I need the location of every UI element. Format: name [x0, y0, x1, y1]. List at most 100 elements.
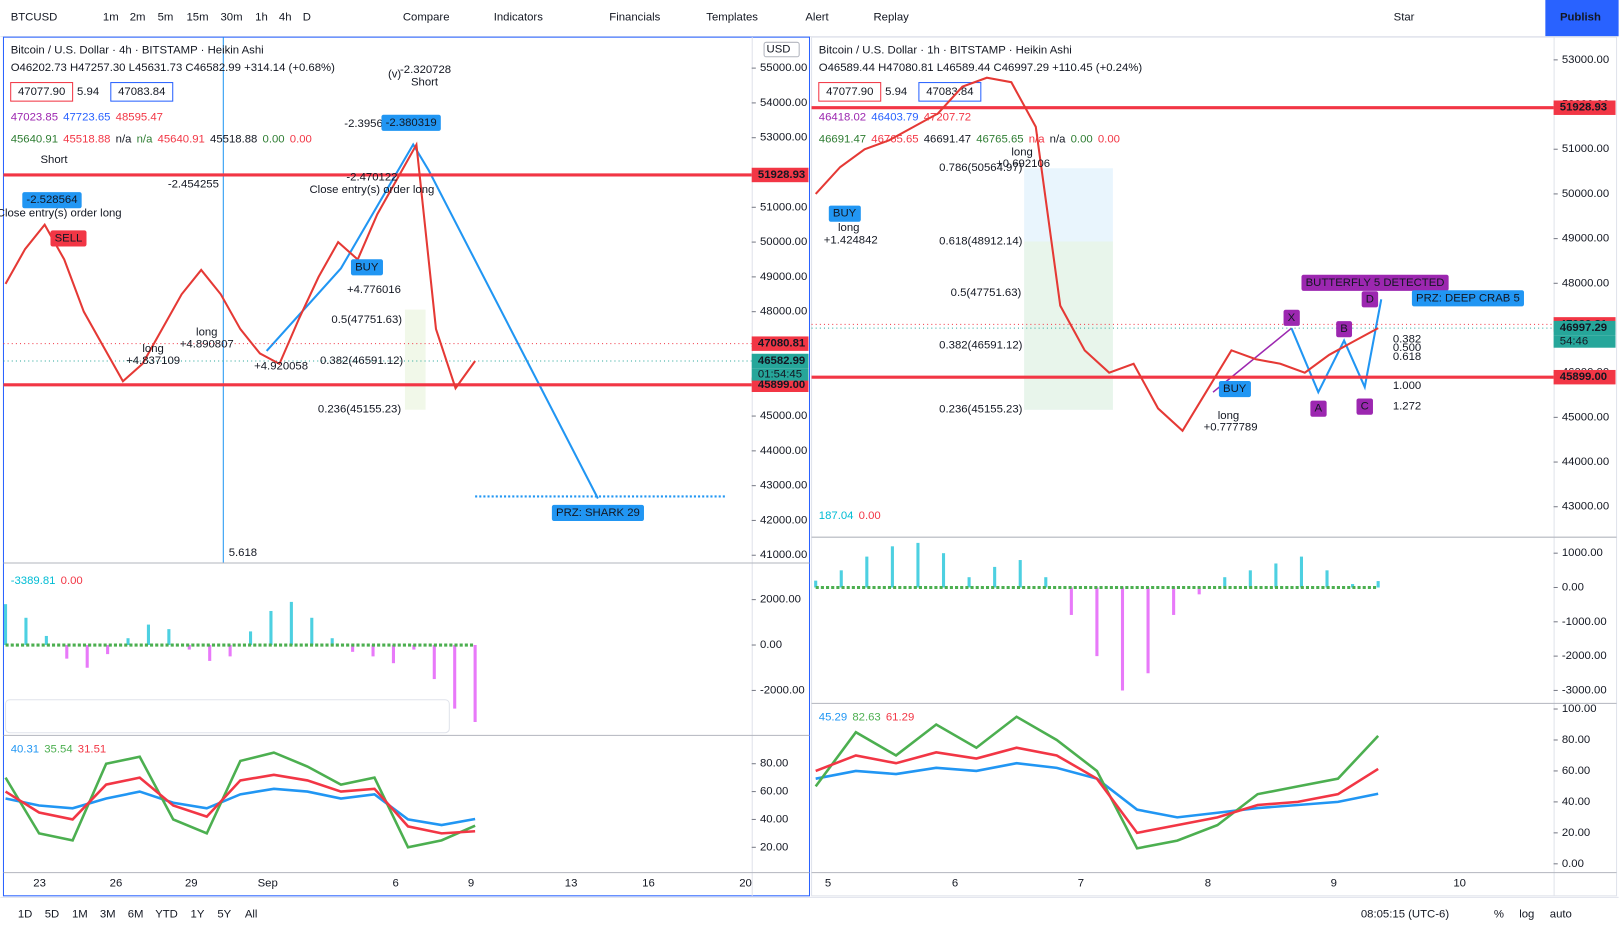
symbol[interactable]: BTCUSD [11, 12, 58, 24]
toolbar-button[interactable]: Compare [403, 12, 450, 24]
pane-title: Bitcoin / U.S. Dollar · 1h · BITSTAMP · … [819, 45, 1072, 57]
price-level-label: 45899.00 [758, 379, 805, 391]
macd-tick-label: 0.00 [1562, 581, 1584, 593]
annotation: -2.470122 [346, 172, 397, 184]
interval-button[interactable]: D [303, 12, 311, 24]
range-button[interactable]: 6M [128, 908, 144, 920]
countdown: 54:46 [1560, 336, 1588, 348]
annotation: PRZ: SHARK 29 [556, 507, 640, 519]
annotation: +4.776016 [347, 284, 401, 296]
annotation: -2.380319 [386, 117, 437, 129]
price-tick-label: 42000.00 [760, 514, 807, 526]
price-level-tag [1553, 320, 1616, 336]
legend-value: n/a [116, 133, 132, 145]
annotation: +4.837109 [126, 355, 180, 367]
percent-toggle[interactable]: % [1494, 908, 1504, 920]
annotation: 0.786(50564.97) [939, 162, 1022, 174]
macd-tick-label: 0.00 [760, 639, 782, 651]
toolbar-button[interactable]: Indicators [494, 12, 544, 24]
price-level-label: 51928.93 [758, 169, 805, 181]
price-tick-label: 50000.00 [760, 236, 807, 248]
range-button[interactable]: All [245, 908, 258, 920]
interval-button[interactable]: 1h [255, 12, 268, 24]
toolbar-button[interactable]: Replay [873, 12, 909, 24]
pane-title: Bitcoin / U.S. Dollar · 4h · BITSTAMP · … [11, 45, 264, 57]
annotation-box [1361, 291, 1379, 308]
time-label: 9 [468, 877, 474, 889]
star-button[interactable]: Star [1394, 12, 1415, 24]
range-button[interactable]: 3M [100, 908, 116, 920]
clock: 08:05:15 (UTC-6) [1361, 908, 1449, 920]
legend-value: 46765.65 [976, 133, 1023, 145]
range-button[interactable]: 1D [18, 908, 33, 920]
annotation-box [1301, 274, 1449, 291]
time-label: 5 [825, 877, 831, 889]
price-tick-label: 45000.00 [760, 410, 807, 422]
annotation: A [1315, 403, 1323, 415]
ohlc-values: O46202.73 H47257.30 L45631.73 C46582.99 … [11, 62, 335, 74]
annotation: long [1218, 410, 1239, 422]
price-tick-label: 49000.00 [760, 271, 807, 283]
annotation: 0.618 [1393, 351, 1421, 363]
annotation: C [1361, 401, 1369, 413]
interval-button[interactable]: 4h [279, 12, 292, 24]
toolbar-button[interactable]: Templates [706, 12, 758, 24]
range-button[interactable]: 5D [45, 908, 60, 920]
macd-tick-label: -3000.00 [1562, 684, 1607, 696]
legend: 46691.47 46765.65 46691.47 46765.65 n/a n/a 0.… [819, 133, 1120, 145]
legend: 187.04 0.00 [819, 510, 881, 522]
price-level-tag [751, 167, 809, 183]
annotation-box [350, 259, 383, 276]
auto-toggle[interactable]: auto [1550, 908, 1572, 920]
price-level-label: 46997.29 [1560, 322, 1607, 334]
log-toggle[interactable]: log [1519, 908, 1534, 920]
quote-box [818, 82, 882, 102]
interval-button[interactable]: 2m [130, 12, 146, 24]
annotation: X [1288, 312, 1296, 324]
legend-value: 61.29 [886, 711, 914, 723]
quote: 47083.84 [926, 86, 973, 98]
annotation: D [1366, 293, 1374, 305]
range-button[interactable]: 1Y [191, 908, 205, 920]
left-pane-frame [2, 36, 811, 897]
price-tick-label: 48000.00 [760, 306, 807, 318]
legend: 45640.91 45518.88 n/a n/a 45640.91 45518.88 0.… [11, 133, 312, 145]
annotation: long [838, 222, 859, 234]
interval-button[interactable]: 5m [158, 12, 174, 24]
price-line [814, 76, 1379, 433]
annotation: 0.236(45155.23) [939, 404, 1022, 416]
annotation: (v) [388, 68, 401, 80]
range-button[interactable]: 5Y [217, 908, 231, 920]
range-button[interactable]: YTD [155, 908, 178, 920]
price-level-label: 46582.99 [758, 355, 805, 367]
annotation: +1.424842 [824, 234, 878, 246]
publish-button[interactable] [1545, 0, 1619, 37]
annotation: B [1340, 323, 1348, 335]
legend: -3389.81 0.00 [11, 575, 83, 587]
annotation: 1.272 [1393, 401, 1421, 413]
annotation: BUTTERFLY 5 DETECTED [1306, 277, 1445, 289]
annotation: long [1011, 147, 1032, 159]
legend-value: 46691.47 [924, 133, 971, 145]
interval-button[interactable]: 30m [221, 12, 243, 24]
toolbar-button[interactable]: Financials [609, 12, 660, 24]
toolbar-button[interactable]: Alert [805, 12, 829, 24]
range-button[interactable]: 1M [72, 908, 88, 920]
price-level-tag [751, 377, 809, 393]
price-tick-label: 43000.00 [760, 480, 807, 492]
annotation: +0.777789 [1204, 421, 1258, 433]
spread: 5.94 [885, 86, 907, 98]
publish-label[interactable]: Publish [1560, 12, 1601, 24]
interval-button[interactable]: 1m [103, 12, 119, 24]
price-tick-label: 44000.00 [760, 445, 807, 457]
currency[interactable]: USD [767, 44, 791, 56]
interval-button[interactable]: 15m [186, 12, 208, 24]
time-label: 29 [185, 877, 198, 889]
price-tick-label: 54000.00 [760, 97, 807, 109]
legend-value: 40.31 [11, 743, 39, 755]
osc-line [815, 746, 1379, 835]
annotation: 0.5(47751.63) [331, 314, 402, 326]
osc-tick-label: 0.00 [1562, 858, 1584, 870]
annotation: Close entry(s) order long [0, 208, 122, 220]
